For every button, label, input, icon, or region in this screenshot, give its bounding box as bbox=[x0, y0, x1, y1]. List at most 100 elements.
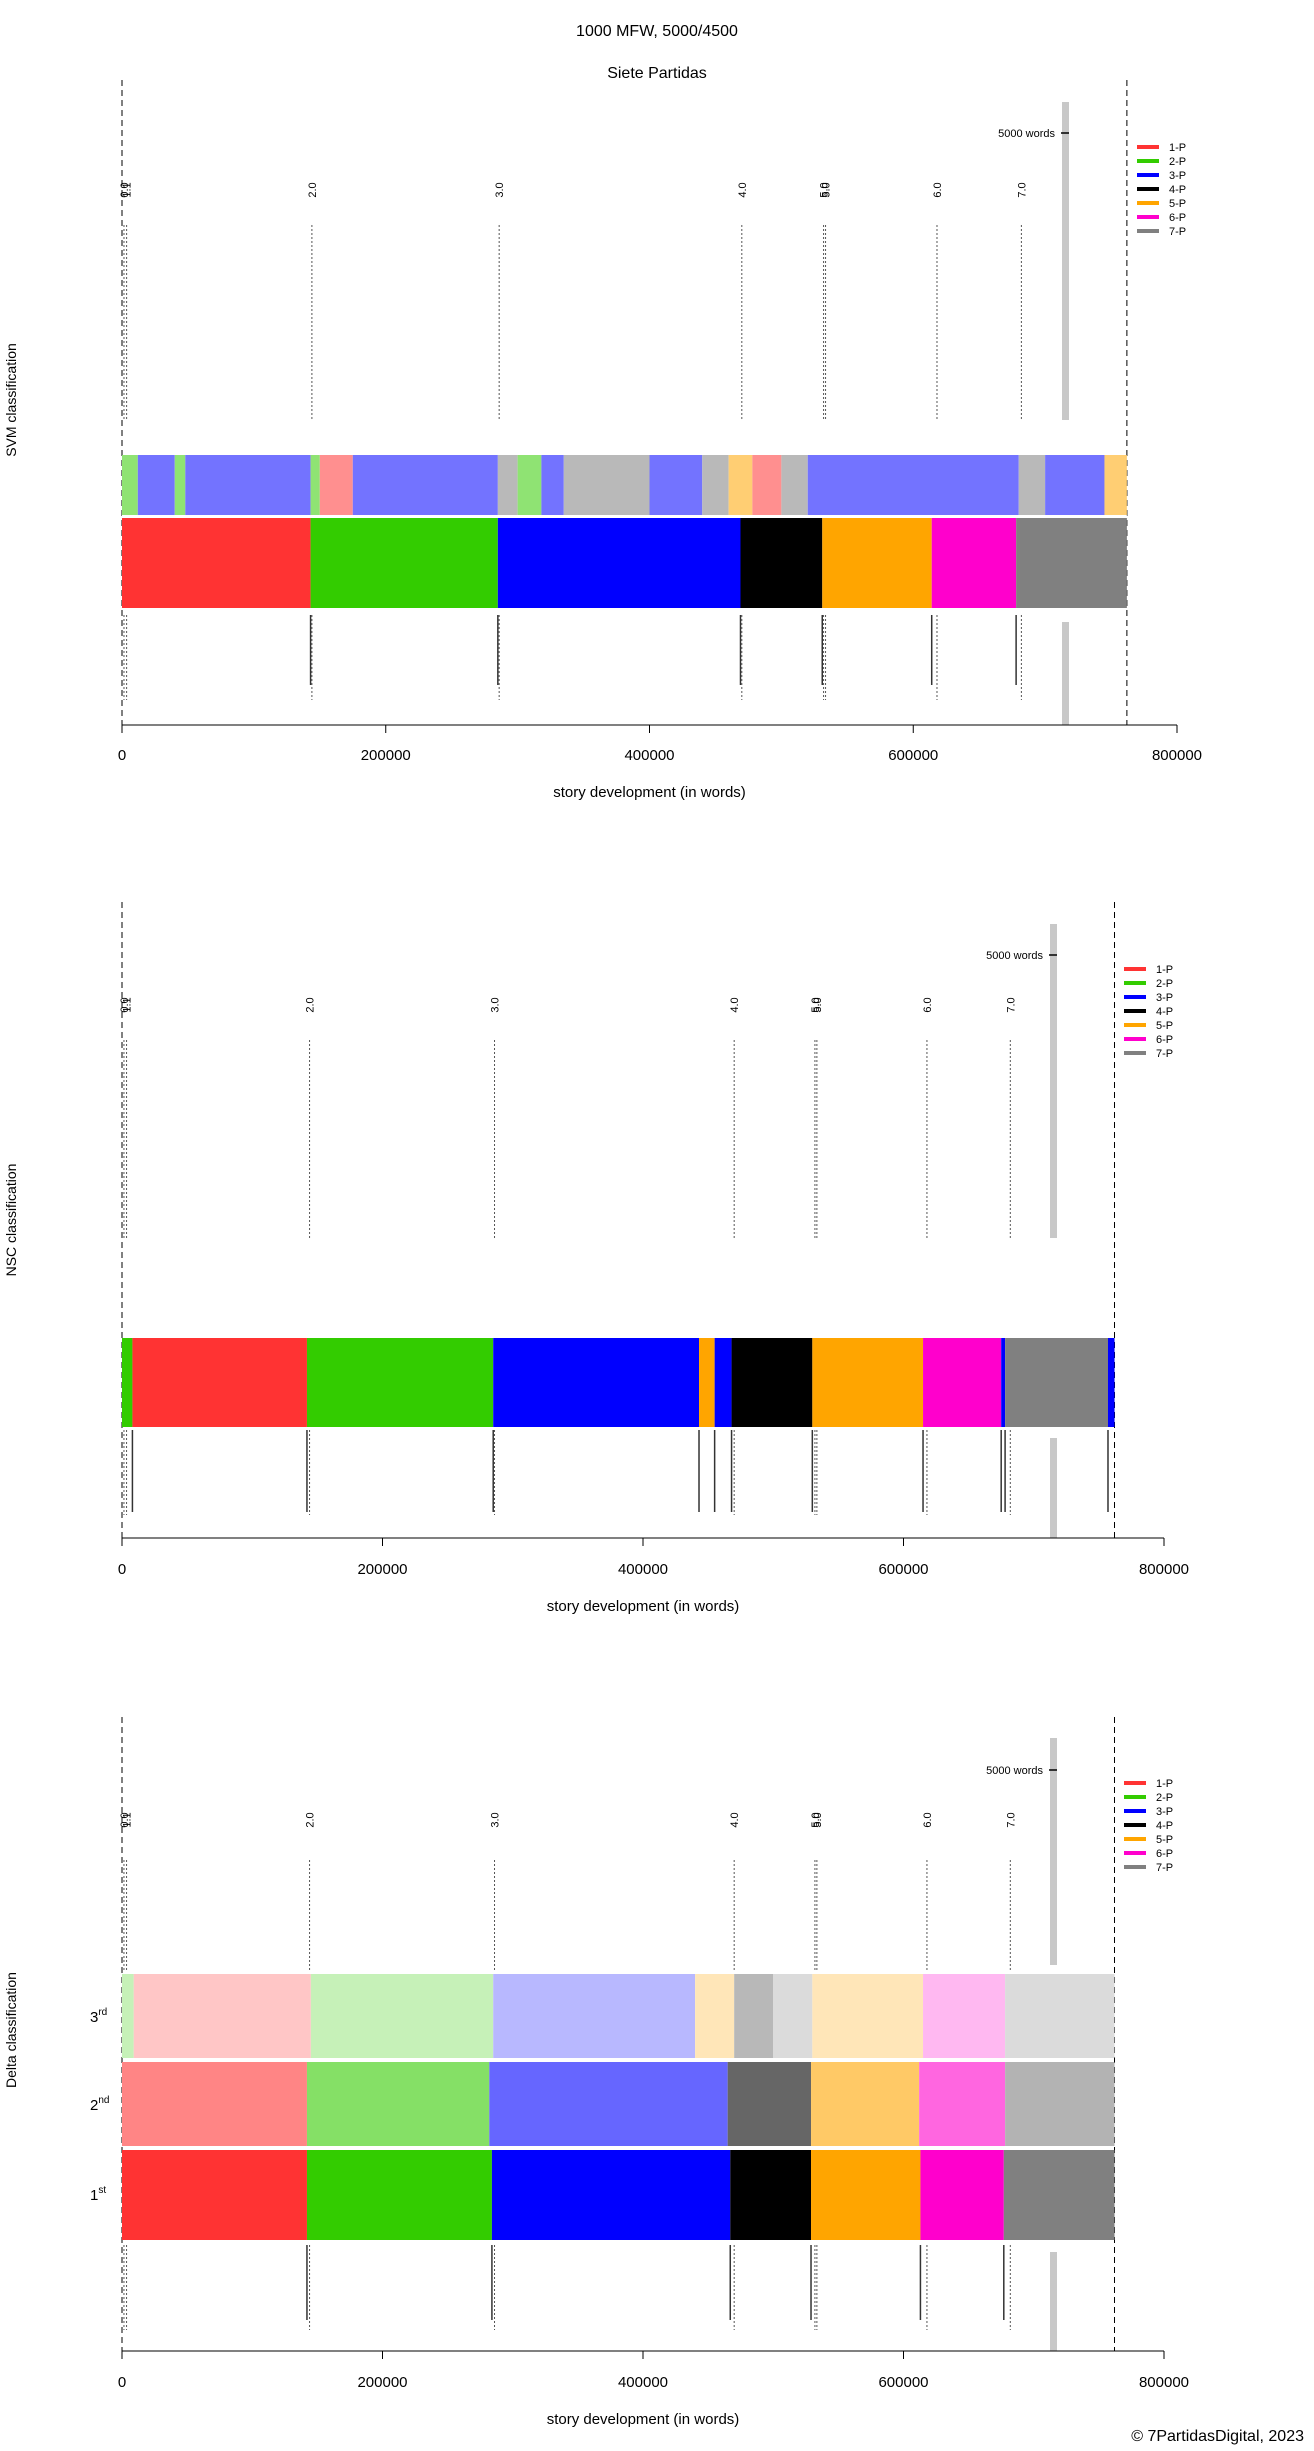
rank-segment bbox=[727, 2062, 812, 2146]
section-marker-label: 3.0 bbox=[490, 1812, 502, 1827]
x-tick-label: 0 bbox=[118, 1561, 126, 1578]
legend-label: 1-P bbox=[1156, 964, 1173, 976]
section-marker-label: 7.0 bbox=[1005, 1812, 1017, 1827]
classification-segment bbox=[306, 1338, 494, 1427]
section-marker-label: 2.0 bbox=[307, 182, 319, 197]
x-axis-label: story development (in words) bbox=[547, 1598, 740, 1615]
classification-segment bbox=[702, 455, 729, 515]
section-marker-label: 1.1 bbox=[122, 1812, 134, 1827]
classification-segment bbox=[319, 455, 353, 515]
section-marker-label: 4.0 bbox=[737, 182, 749, 197]
classification-segment bbox=[122, 455, 138, 515]
x-axis-label: story development (in words) bbox=[547, 2411, 740, 2428]
window-size-bar bbox=[1050, 924, 1057, 1238]
legend-label: 3-P bbox=[1156, 1806, 1173, 1818]
section-marker-label: 5.0 bbox=[812, 1812, 824, 1827]
window-size-label: 5000 words bbox=[986, 1765, 1043, 1777]
legend-label: 2-P bbox=[1169, 156, 1186, 168]
section-marker-label: 7.0 bbox=[1005, 997, 1017, 1012]
classification-segment bbox=[122, 1338, 133, 1427]
legend-label: 4-P bbox=[1156, 1820, 1173, 1832]
x-tick-label: 800000 bbox=[1152, 747, 1202, 764]
legend-label: 5-P bbox=[1169, 198, 1186, 210]
x-tick-label: 200000 bbox=[357, 1561, 407, 1578]
classification-segment bbox=[649, 455, 703, 515]
classification-segment bbox=[781, 455, 808, 515]
rank-number: 1 bbox=[90, 2187, 98, 2204]
section-marker-label: 2.0 bbox=[305, 1812, 317, 1827]
classification-segment bbox=[563, 455, 650, 515]
true-segment bbox=[822, 518, 932, 608]
section-marker-label: 6.0 bbox=[922, 1812, 934, 1827]
classification-segment bbox=[174, 455, 186, 515]
copyright-footer: © 7PartidasDigital, 2023 bbox=[1131, 2428, 1304, 2445]
rank-segment bbox=[695, 1974, 735, 2058]
section-marker-label: 6.0 bbox=[932, 182, 944, 197]
legend-label: 5-P bbox=[1156, 1834, 1173, 1846]
section-marker-label: 3.0 bbox=[490, 997, 502, 1012]
section-marker-label: 0.0 bbox=[119, 182, 131, 197]
rank-segment bbox=[1005, 1974, 1115, 2058]
true-segment bbox=[122, 518, 311, 608]
section-marker-label: 2.0 bbox=[305, 997, 317, 1012]
rank-suffix: nd bbox=[98, 2095, 109, 2106]
true-segment bbox=[1016, 518, 1127, 608]
rank-segment bbox=[730, 2150, 812, 2240]
rank-label: 1st bbox=[90, 2185, 106, 2204]
legend-label: 6-P bbox=[1169, 212, 1186, 224]
y-axis-label: SVM classification bbox=[3, 343, 19, 457]
rank-segment bbox=[493, 1974, 696, 2058]
classification-segment bbox=[714, 1338, 732, 1427]
window-size-label: 5000 words bbox=[986, 950, 1043, 962]
window-size-label: 5000 words bbox=[998, 128, 1055, 140]
classification-segment bbox=[728, 455, 753, 515]
classification-segment bbox=[137, 455, 175, 515]
legend-label: 5-P bbox=[1156, 1020, 1173, 1032]
rank-segment bbox=[1005, 2062, 1115, 2146]
classification-segment bbox=[923, 1338, 1002, 1427]
section-marker-label: 1.1 bbox=[122, 182, 134, 197]
rank-segment bbox=[811, 2150, 921, 2240]
legend-label: 7-P bbox=[1156, 1862, 1173, 1874]
section-marker-label: 0.0 bbox=[119, 997, 131, 1012]
rank-segment bbox=[306, 2062, 490, 2146]
rank-segment bbox=[122, 2150, 307, 2240]
figure-title: 1000 MFW, 5000/4500 bbox=[576, 23, 738, 40]
classification-segment bbox=[807, 455, 1019, 515]
rank-segment bbox=[919, 2062, 1006, 2146]
y-axis-label: NSC classification bbox=[3, 1164, 19, 1277]
legend-label: 2-P bbox=[1156, 978, 1173, 990]
section-marker-label: 7.0 bbox=[1016, 182, 1028, 197]
rank-number: 3 bbox=[90, 2009, 98, 2026]
legend-label: 1-P bbox=[1169, 142, 1186, 154]
legend-label: 1-P bbox=[1156, 1778, 1173, 1790]
x-tick-label: 800000 bbox=[1139, 2374, 1189, 2391]
classification-segment bbox=[752, 455, 782, 515]
rank-segment bbox=[489, 2062, 728, 2146]
classification-segment bbox=[1018, 455, 1046, 515]
legend-label: 6-P bbox=[1156, 1034, 1173, 1046]
section-marker-label: 4.0 bbox=[729, 1812, 741, 1827]
classification-segment bbox=[812, 1338, 924, 1427]
rank-suffix: rd bbox=[98, 2007, 107, 2018]
rank-label: 3rd bbox=[90, 2007, 107, 2026]
rank-segment bbox=[491, 2150, 731, 2240]
x-tick-label: 200000 bbox=[357, 2374, 407, 2391]
x-tick-label: 400000 bbox=[618, 2374, 668, 2391]
classification-segment bbox=[497, 455, 518, 515]
window-size-bar-lower bbox=[1062, 622, 1069, 725]
classification-segment bbox=[1005, 1338, 1108, 1427]
classification-segment bbox=[1104, 455, 1127, 515]
legend-label: 3-P bbox=[1169, 170, 1186, 182]
legend-label: 2-P bbox=[1156, 1792, 1173, 1804]
classification-segment bbox=[1107, 1338, 1115, 1427]
classification-segment bbox=[541, 455, 564, 515]
rank-label: 2nd bbox=[90, 2095, 109, 2114]
window-size-bar-lower bbox=[1050, 1438, 1057, 1538]
rank-segment bbox=[811, 2062, 920, 2146]
legend-label: 3-P bbox=[1156, 992, 1173, 1004]
